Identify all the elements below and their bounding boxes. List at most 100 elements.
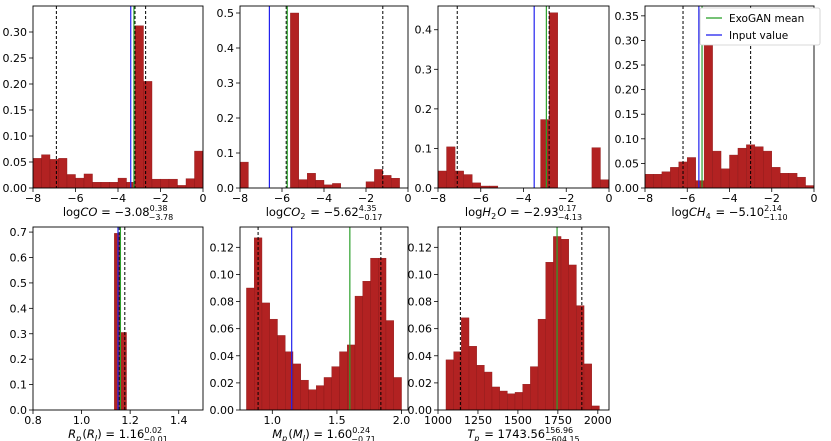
y-tick-label: 0.30 (3, 26, 28, 39)
panel-logCH4: −8 −6 −4 −2 0 0.00 0.05 0.10 0.15 0.20 0.25 0.30 0.3… (615, 5, 818, 222)
x-tick-label: 1500 (504, 414, 532, 427)
x-tick-label: 1.4 (170, 414, 188, 427)
y-tick-label: 0.2 (415, 103, 433, 116)
histogram-bar (548, 12, 558, 188)
y-tick-label: 0.02 (210, 377, 235, 390)
histogram-bar (530, 366, 539, 410)
histogram-bar (796, 176, 806, 188)
y-tick-label: 0.05 (615, 157, 640, 170)
histogram-bar (117, 177, 127, 188)
histogram-bar (277, 335, 286, 410)
histogram-bar (489, 185, 499, 188)
histogram-bar (240, 161, 249, 188)
histogram-bar (468, 346, 477, 410)
histogram-bar (712, 150, 722, 188)
histogram-bar (514, 392, 523, 410)
histogram-bar (754, 146, 764, 188)
y-tick-label: 0.25 (3, 52, 28, 65)
panel-Tp: 1000 1250 1500 1750 2000 0.00 0.02 0.04 0.06 0.08… (408, 226, 612, 441)
x-axis-label: Rp (RJ) = 1.160.02 −0.01 (68, 426, 168, 441)
histogram-bar (365, 181, 375, 188)
y-tick-label: 0.00 (615, 182, 640, 195)
y-tick-label: 0.0 (10, 404, 28, 417)
histogram-bar (323, 377, 332, 410)
histogram-bar (378, 257, 387, 410)
histogram-bar (454, 170, 464, 188)
x-axis-label: Mp (MJ) = 1.600.24 −0.71 (272, 426, 376, 441)
y-tick-label: 0.30 (615, 34, 640, 47)
x-tick-label: −6 (67, 192, 83, 205)
y-tick-label: 0.3 (415, 63, 433, 76)
histogram-bar (269, 318, 278, 410)
plot-area-logCO2 (240, 6, 400, 188)
histogram-bar (678, 161, 688, 188)
plot-area-logH2O (438, 6, 609, 188)
histogram-bar (499, 390, 508, 410)
y-tick-label: 0.10 (3, 130, 28, 143)
legend-mean-label: ExoGAN mean (729, 13, 804, 25)
histogram-bar (382, 175, 392, 188)
legend: ExoGAN mean Input value (699, 7, 821, 46)
y-tick-label: 0.08 (408, 296, 433, 309)
histogram-bar (41, 154, 51, 188)
histogram-bar (316, 385, 325, 410)
legend-input-label: Input value (729, 30, 788, 42)
y-tick-label: 0.25 (615, 59, 640, 72)
x-tick-label: −2 (558, 192, 574, 205)
histogram-bar (307, 173, 316, 188)
x-tick-label: −2 (358, 192, 374, 205)
y-tick-label: 0.4 (217, 42, 235, 55)
x-axis-label: Tp = 1743.56156.96 −604.15 (467, 426, 579, 441)
histogram-bar (332, 183, 341, 188)
y-tick-label: 0.12 (210, 241, 235, 254)
x-tick-label: 0 (405, 192, 412, 205)
x-tick-label: −8 (430, 192, 446, 205)
y-tick-label: 0.02 (408, 377, 433, 390)
histogram-bar (484, 371, 493, 410)
histogram-bar (151, 178, 161, 188)
y-tick-label: 0.00 (408, 404, 433, 417)
x-tick-label: −6 (679, 192, 695, 205)
plot-area-Tp (445, 227, 600, 410)
histogram-bar (670, 167, 679, 188)
x-tick-label: 1.0 (73, 414, 91, 427)
y-tick-label: 0.04 (408, 350, 433, 363)
histogram-bar (591, 147, 601, 188)
histogram-bar (75, 177, 85, 188)
histogram-bar (134, 25, 144, 188)
histogram-bar (33, 158, 42, 188)
plot-area-Rp (114, 227, 127, 410)
histogram-bar (600, 179, 609, 188)
x-tick-label: −4 (316, 192, 332, 205)
histogram-bar (374, 169, 383, 188)
histogram-bar (339, 351, 348, 410)
histogram-bar (385, 320, 394, 410)
y-tick-label: 0.20 (615, 84, 640, 97)
histogram-bar (653, 174, 663, 188)
histogram-bar (331, 366, 340, 410)
panel-Mp: 1.0 1.5 2.0 0.00 0.02 0.04 0.06 0.08 0.10 0.12 Mp … (210, 226, 410, 441)
histogram-bar (315, 180, 325, 188)
y-tick-label: 0.5 (10, 277, 28, 290)
histogram-bar (560, 238, 569, 410)
plot-area-Mp (246, 227, 402, 410)
y-tick-label: 0.3 (217, 77, 235, 90)
y-tick-label: 0.10 (210, 268, 235, 281)
y-tick-label: 0.15 (3, 104, 28, 117)
y-tick-label: 0.4 (415, 24, 433, 37)
histogram-bar (763, 150, 772, 188)
histogram-bar (362, 281, 371, 410)
x-tick-label: −2 (152, 192, 168, 205)
histogram-bar (370, 257, 379, 410)
histogram-bar (491, 386, 500, 410)
histogram-bar (298, 179, 308, 188)
panel-Rp: 0.8 1.0 1.2 1.4 0.0 0.1 0.2 0.3 0.4 0.5 0.6 0.7 Rp (… (10, 226, 204, 441)
x-axis-label: logCO2 = −5.624.35 −0.17 (266, 204, 383, 222)
y-tick-label: 0.1 (217, 147, 235, 160)
x-tick-label: −6 (473, 192, 489, 205)
y-tick-label: 0.0 (415, 182, 433, 195)
y-tick-label: 0.0 (217, 182, 235, 195)
y-tick-label: 0.00 (3, 182, 28, 195)
histogram-bar (472, 182, 481, 188)
y-tick-label: 0.6 (10, 252, 28, 265)
